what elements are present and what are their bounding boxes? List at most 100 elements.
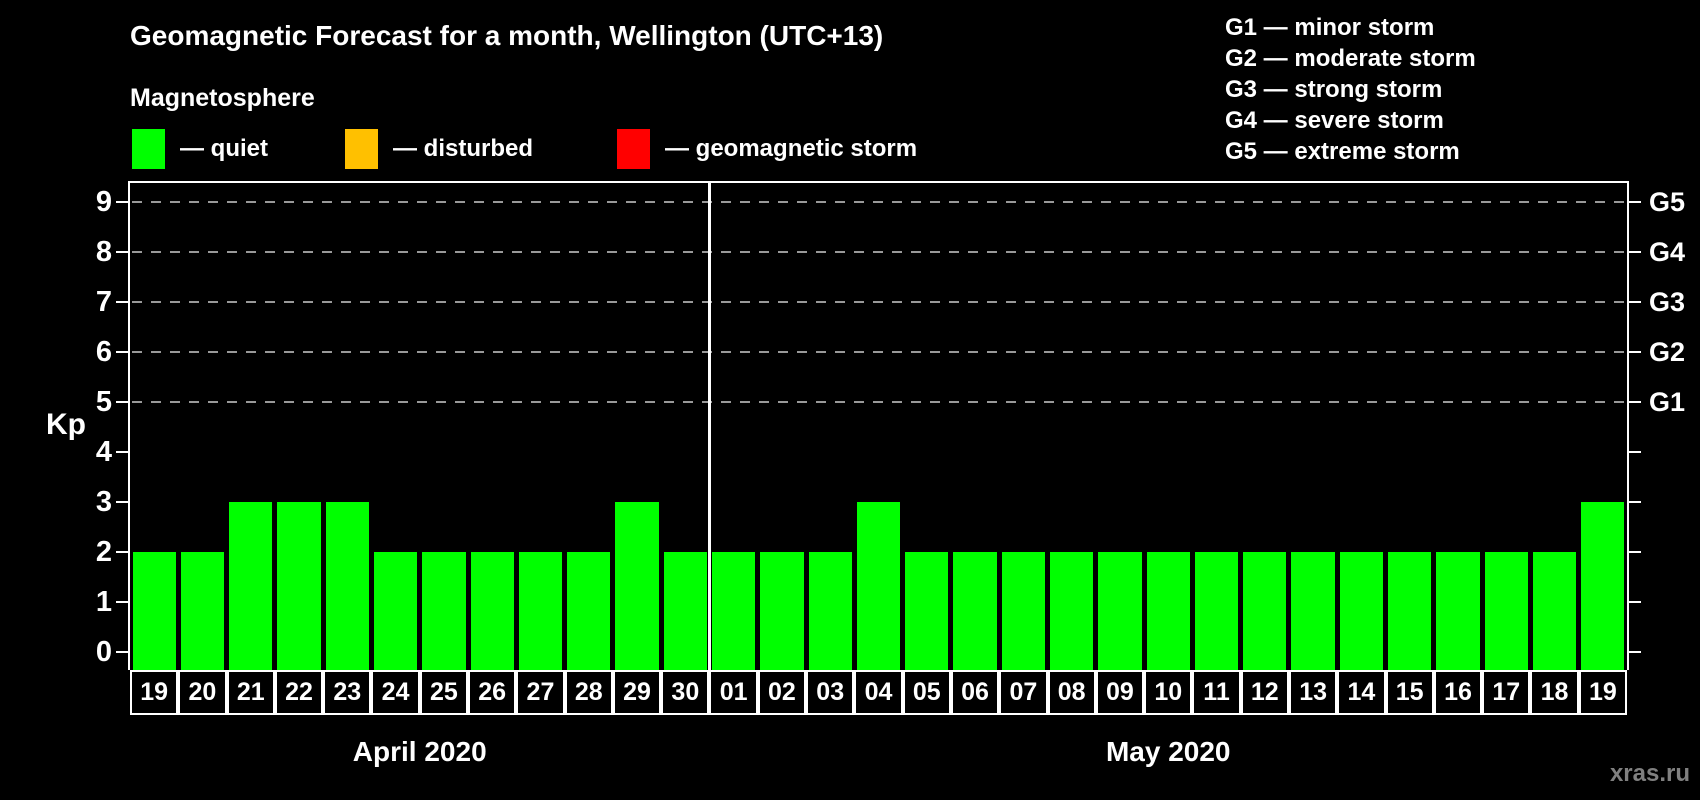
g-axis-label-g5: G5 [1649,187,1686,217]
day-label-cell: 30 [661,670,710,715]
y-tick-left-kp5 [116,401,128,403]
day-label-cell: 05 [902,670,951,715]
y-axis-line-left [128,181,130,670]
y-tick-right-kp0 [1629,651,1641,653]
day-label-cell: 23 [323,670,372,715]
g-axis-label-g4: G4 [1649,237,1686,267]
g-legend-line-g2: G2 — moderate storm [1225,45,1476,72]
y-tick-right-kp7 [1629,301,1641,303]
y-tick-right-kp8 [1629,251,1641,253]
day-label-cell: 21 [226,670,275,715]
kp-bar-day-28 [567,552,611,670]
kp-axis-title: Kp [46,408,86,441]
day-label-cell: 08 [1047,670,1096,715]
y-tick-left-kp2 [116,551,128,553]
y-tick-left-kp4 [116,451,128,453]
y-tick-label-kp4: 4 [95,436,112,468]
g-axis-label-g2: G2 [1649,337,1686,367]
kp-bar-day-20 [180,552,225,670]
kp-bar-day-19 [1581,502,1625,670]
kp-bar-day-26 [470,552,514,670]
month-divider-line [707,183,711,670]
kp-bar-day-22 [277,502,321,670]
g-legend-line-g1: G1 — minor storm [1225,14,1435,41]
y-tick-left-kp7 [116,301,128,303]
y-tick-label-kp5: 5 [95,386,112,418]
kp-bar-day-17 [1484,552,1528,670]
day-label-cell: 03 [806,670,855,715]
plot-border-top [128,181,1629,183]
legend-item-disturbed: — disturbed [345,128,533,170]
kp-bar-day-11 [1194,552,1239,670]
g-axis-label-g1: G1 [1649,387,1686,417]
kp-bar-day-04 [856,502,901,670]
y-tick-left-kp3 [116,501,128,503]
gridline-kp5 [132,401,1625,403]
day-label-cell: 19 [130,670,179,715]
quiet-color-swatch [132,129,165,169]
day-label-cell: 24 [371,670,420,715]
chart-title: Geomagnetic Forecast for a month, Wellin… [130,20,884,51]
day-label-cell: 15 [1385,670,1434,715]
y-tick-left-kp6 [116,351,128,353]
g-legend-line-g5: G5 — extreme storm [1225,138,1460,165]
day-label-cell: 17 [1482,670,1531,715]
kp-bar-day-10 [1146,552,1190,670]
y-tick-label-kp7: 7 [95,286,112,318]
y-tick-label-kp0: 0 [95,636,112,668]
y-tick-label-kp9: 9 [95,186,112,218]
g-scale-legend: G1 — minor storm G2 — moderate storm G3 … [1225,12,1476,167]
y-tick-left-kp1 [116,601,128,603]
legend-label-storm: — geomagnetic storm [665,135,918,162]
y-tick-left-kp0 [116,651,128,653]
day-label-cell: 11 [1192,670,1241,715]
y-tick-label-kp6: 6 [95,336,112,368]
y-tick-right-kp3 [1629,501,1641,503]
kp-bar-day-27 [518,552,563,670]
kp-bar-day-25 [422,552,466,670]
y-tick-label-kp2: 2 [95,536,112,568]
day-label-cell: 22 [274,670,324,715]
day-label-cell: 01 [709,670,758,715]
kp-bar-day-24 [373,552,418,670]
kp-bar-day-06 [953,552,997,670]
month-label-may: May 2020 [1105,736,1231,767]
day-label-cell: 27 [516,670,565,715]
kp-bar-day-29 [615,502,659,670]
y-tick-right-kp1 [1629,601,1641,603]
day-label-cell: 06 [950,670,1000,715]
day-label-cell: 16 [1433,670,1483,715]
day-label-cell: 09 [1095,670,1145,715]
day-label-cell: 12 [1240,670,1289,715]
g-legend-line-g4: G4 — severe storm [1225,107,1444,134]
y-tick-left-kp9 [116,201,128,203]
kp-bar-day-08 [1050,552,1094,670]
legend-label-disturbed: — disturbed [393,135,534,162]
kp-bar-day-18 [1532,552,1577,670]
day-label-cell: 26 [468,670,517,715]
day-label-cell: 19 [1578,670,1627,715]
kp-bar-day-03 [808,552,852,670]
month-label-april: April 2020 [352,736,487,767]
y-tick-label-kp8: 8 [95,236,112,268]
day-label-cell: 10 [1144,670,1193,715]
kp-bar-day-12 [1243,552,1287,670]
y-tick-label-kp1: 1 [95,586,112,618]
g-axis-label-g3: G3 [1649,287,1686,317]
legend-item-storm: — geomagnetic storm [617,128,917,170]
legend-label-quiet: — quiet [180,135,268,162]
kp-bar-day-19 [132,552,176,670]
gridline-kp8 [132,251,1625,253]
y-tick-right-kp4 [1629,451,1641,453]
disturbed-color-swatch [345,129,378,169]
y-tick-right-kp9 [1629,201,1641,203]
day-label-cell: 13 [1288,670,1338,715]
y-axis-line-right [1627,181,1629,670]
gridline-kp7 [132,301,1625,303]
day-label-cell: 28 [564,670,613,715]
gridline-kp9 [132,201,1625,203]
day-label-cell: 18 [1530,670,1579,715]
day-label-cell: 04 [854,670,903,715]
day-label-cell: 25 [419,670,469,715]
